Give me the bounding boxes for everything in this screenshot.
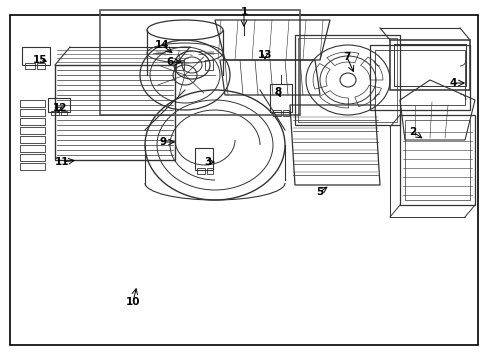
- Bar: [20, 145, 45, 152]
- Bar: [55, 65, 175, 160]
- Bar: [20, 163, 45, 170]
- Bar: [61, 111, 67, 115]
- Bar: [297, 38, 396, 122]
- Bar: [20, 100, 45, 107]
- Bar: [204, 60, 213, 70]
- Text: 10: 10: [125, 297, 140, 307]
- Bar: [272, 110, 281, 116]
- Text: 5: 5: [316, 187, 323, 197]
- Bar: [206, 168, 213, 174]
- Bar: [195, 148, 213, 170]
- Bar: [37, 63, 45, 69]
- Text: 4: 4: [448, 78, 456, 88]
- Bar: [20, 136, 45, 143]
- Text: 7: 7: [343, 52, 350, 62]
- Bar: [393, 44, 465, 86]
- Bar: [20, 109, 45, 116]
- Text: 3: 3: [204, 157, 211, 167]
- Bar: [294, 35, 399, 125]
- Text: 13: 13: [257, 50, 272, 60]
- Text: 11: 11: [55, 157, 69, 167]
- Bar: [20, 127, 45, 134]
- Text: 8: 8: [274, 87, 281, 97]
- Text: 2: 2: [408, 127, 416, 137]
- Bar: [25, 63, 35, 69]
- Text: 9: 9: [159, 137, 166, 147]
- Bar: [100, 10, 299, 115]
- Bar: [269, 84, 291, 112]
- Text: 14: 14: [154, 40, 169, 50]
- Bar: [20, 118, 45, 125]
- Bar: [20, 154, 45, 161]
- Bar: [369, 45, 469, 110]
- Bar: [22, 47, 50, 65]
- Bar: [48, 98, 70, 112]
- Text: 15: 15: [33, 55, 47, 65]
- Text: 1: 1: [240, 7, 247, 17]
- Text: 12: 12: [53, 103, 67, 113]
- Bar: [197, 168, 204, 174]
- Bar: [283, 110, 288, 116]
- Bar: [176, 60, 183, 70]
- Bar: [374, 50, 464, 105]
- Bar: [389, 40, 469, 90]
- Text: 6: 6: [166, 57, 173, 67]
- Bar: [51, 111, 59, 115]
